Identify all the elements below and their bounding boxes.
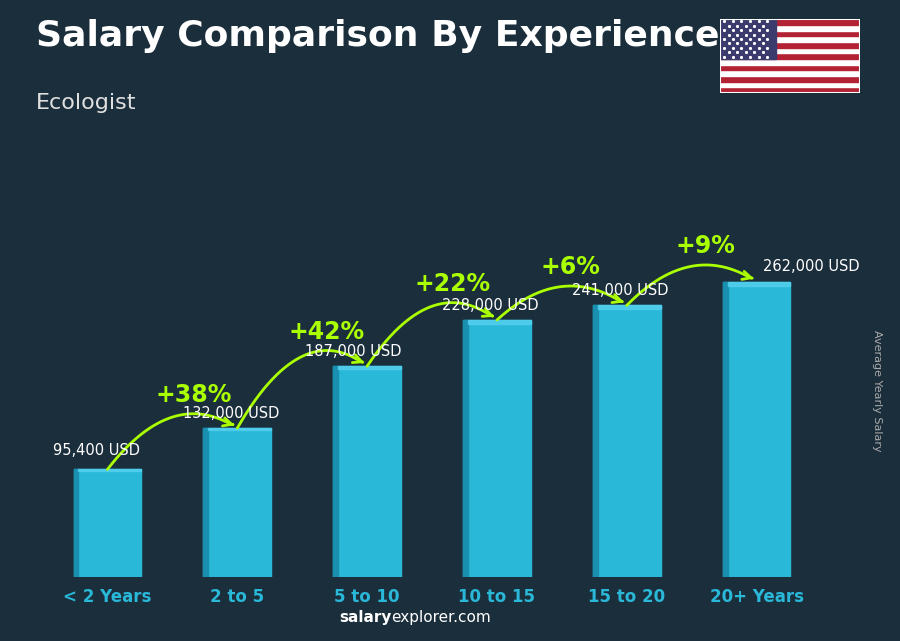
Bar xyxy=(720,19,776,59)
Bar xyxy=(720,37,859,42)
Text: salary: salary xyxy=(339,610,392,625)
Bar xyxy=(720,47,859,53)
Bar xyxy=(78,469,141,471)
Bar xyxy=(203,428,208,577)
Bar xyxy=(720,53,859,59)
Bar xyxy=(203,428,271,577)
Text: Average Yearly Salary: Average Yearly Salary xyxy=(872,330,883,452)
Bar xyxy=(74,469,78,577)
Bar xyxy=(723,282,727,577)
Text: +38%: +38% xyxy=(156,383,231,407)
Bar xyxy=(720,65,859,71)
Text: 241,000 USD: 241,000 USD xyxy=(572,283,669,298)
Bar xyxy=(593,305,598,577)
Text: 132,000 USD: 132,000 USD xyxy=(183,406,279,420)
Bar xyxy=(720,19,859,25)
Bar xyxy=(333,366,400,577)
Bar xyxy=(720,31,859,37)
Text: Ecologist: Ecologist xyxy=(36,93,137,113)
Bar xyxy=(464,320,468,577)
Bar xyxy=(338,366,400,369)
Bar xyxy=(720,59,859,65)
Bar xyxy=(468,320,531,324)
Text: 262,000 USD: 262,000 USD xyxy=(763,260,859,274)
Text: +22%: +22% xyxy=(415,272,491,296)
Bar xyxy=(720,76,859,81)
Bar xyxy=(598,305,661,310)
Text: 187,000 USD: 187,000 USD xyxy=(305,344,401,359)
Bar xyxy=(593,305,661,577)
Bar xyxy=(723,282,790,577)
Text: +6%: +6% xyxy=(541,255,600,279)
Bar xyxy=(727,282,790,286)
Bar xyxy=(464,320,531,577)
Text: Salary Comparison By Experience: Salary Comparison By Experience xyxy=(36,19,719,53)
Text: 95,400 USD: 95,400 USD xyxy=(53,444,140,458)
Text: 228,000 USD: 228,000 USD xyxy=(443,297,539,313)
Text: +9%: +9% xyxy=(676,234,735,258)
Bar xyxy=(333,366,338,577)
Bar xyxy=(720,42,859,47)
Bar xyxy=(720,71,859,76)
Bar xyxy=(74,469,141,577)
Text: explorer.com: explorer.com xyxy=(392,610,491,625)
Bar xyxy=(720,81,859,87)
Text: +42%: +42% xyxy=(289,320,365,344)
Bar xyxy=(208,428,271,430)
Bar xyxy=(720,25,859,31)
Bar xyxy=(720,87,859,93)
